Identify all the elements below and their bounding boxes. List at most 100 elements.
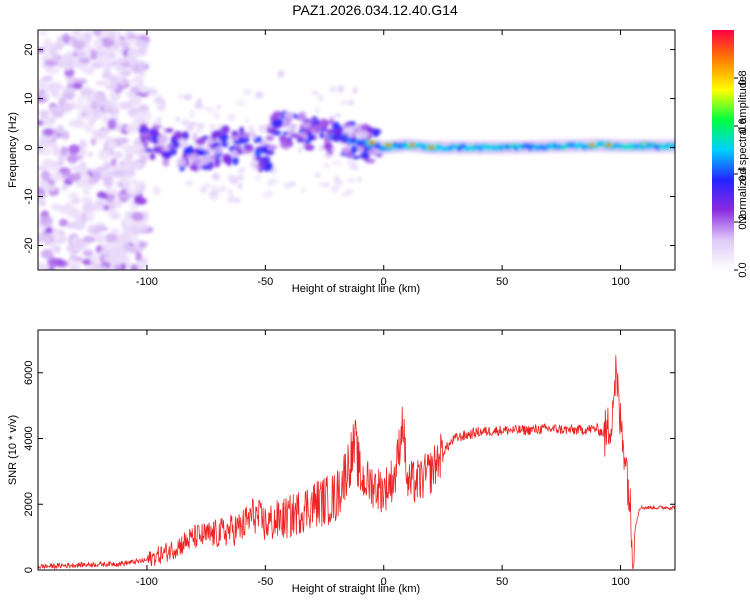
ridge-blob (352, 155, 360, 160)
y-tick-label: 20 (23, 43, 35, 55)
scatter-blob (237, 183, 243, 189)
ridge-blob (212, 141, 221, 148)
noise-blob (72, 39, 87, 50)
ridge-blob (232, 139, 243, 145)
scatter-blob (211, 184, 217, 193)
ridge-blob (203, 153, 212, 164)
scatter-blob (196, 123, 205, 129)
noise-blob (103, 162, 113, 169)
noise-blob (52, 144, 60, 154)
scatter-blob (332, 159, 342, 167)
noise-blob (97, 152, 111, 161)
noise-blob (101, 70, 113, 80)
scatter-blob (153, 185, 160, 193)
noise-blob (42, 75, 51, 82)
noise-blob (38, 144, 44, 155)
scatter-blob (199, 186, 207, 193)
scatter-blob (186, 126, 194, 132)
noise-blob (94, 225, 109, 232)
scatter-blob (283, 182, 290, 189)
ridge-blob (201, 164, 207, 170)
noise-blob (38, 109, 42, 115)
noise-blob (95, 80, 109, 86)
ridge-blob (187, 153, 198, 161)
x-tick-label: -50 (257, 276, 273, 288)
noise-blob (93, 39, 103, 47)
ridge-blob (260, 145, 269, 155)
noise-blob (40, 170, 51, 181)
noise-blob (72, 82, 83, 90)
noise-blob (38, 165, 48, 171)
scatter-blob (318, 95, 324, 102)
x-tick-label: -100 (136, 276, 158, 288)
noise-blob (68, 192, 80, 199)
hotspot (605, 143, 612, 147)
noise-blob (120, 144, 128, 151)
noise-blob (83, 31, 93, 40)
noise-blob (110, 158, 117, 167)
scatter-blob (181, 119, 190, 127)
scatter-blob (322, 163, 331, 169)
scatter-blob (227, 174, 236, 182)
noise-blob (92, 30, 103, 37)
scatter-blob (258, 124, 267, 133)
noise-blob (57, 160, 65, 166)
noise-blob (132, 75, 141, 84)
ridge-blob (341, 147, 351, 155)
noise-blob (72, 219, 86, 231)
noise-blob (113, 244, 123, 254)
noise-blob (113, 151, 124, 159)
ridge-blob (209, 154, 218, 162)
ridge-blob (265, 135, 275, 142)
ridge-blob (197, 148, 205, 156)
noise-blob (120, 61, 131, 68)
noise-blob (119, 237, 132, 244)
colorbar-ticks: 0.0 0.2 0.4 0.6 0.8 (734, 70, 749, 278)
noise-blob (63, 91, 75, 101)
ridge-blob (365, 158, 376, 164)
scatter-blob (300, 188, 306, 193)
scatter-blob (314, 106, 320, 115)
scatter-blob (227, 189, 233, 195)
noise-blob (75, 102, 86, 111)
noise-blob (67, 259, 82, 266)
noise-blob (121, 175, 130, 187)
noise-blob (65, 223, 77, 229)
scatter-blob (209, 194, 219, 201)
scatter-blob (227, 139, 233, 145)
scatter-blob (248, 124, 255, 132)
noise-blob (112, 169, 126, 178)
ridge-blob (366, 126, 375, 134)
noise-blob (118, 101, 133, 110)
noise-blob (74, 211, 82, 221)
noise-blob (52, 230, 61, 242)
ridge-blob (359, 130, 369, 141)
noise-blob (66, 58, 75, 70)
ridge-blob (139, 123, 148, 129)
spectrogram-marks (38, 30, 675, 270)
colorbar-label: Normalized spectral amplitude (737, 76, 749, 224)
scatter-blob (337, 85, 345, 94)
noise-blob (71, 30, 83, 40)
noise-blob (111, 59, 120, 67)
noise-blob (105, 233, 118, 243)
ridge-blob (272, 111, 282, 118)
noise-blob (137, 47, 148, 57)
scatter-blob (203, 106, 210, 111)
noise-blob (39, 178, 48, 190)
scatter-blob (244, 118, 250, 124)
noise-blob (56, 124, 65, 134)
y-tick-label: 6000 (23, 360, 35, 384)
scatter-blob (335, 112, 341, 118)
ridge-blob (181, 130, 189, 141)
ridge-blob (248, 130, 256, 138)
noise-blob (43, 38, 53, 50)
scatter-blob (357, 176, 362, 183)
scatter-blob (350, 164, 359, 170)
noise-blob (121, 41, 129, 51)
scatter-blob (242, 89, 252, 95)
ridge-blob (220, 125, 230, 134)
noise-blob (99, 112, 107, 120)
ridge-blob (310, 117, 316, 123)
ridge-blob (297, 111, 307, 122)
